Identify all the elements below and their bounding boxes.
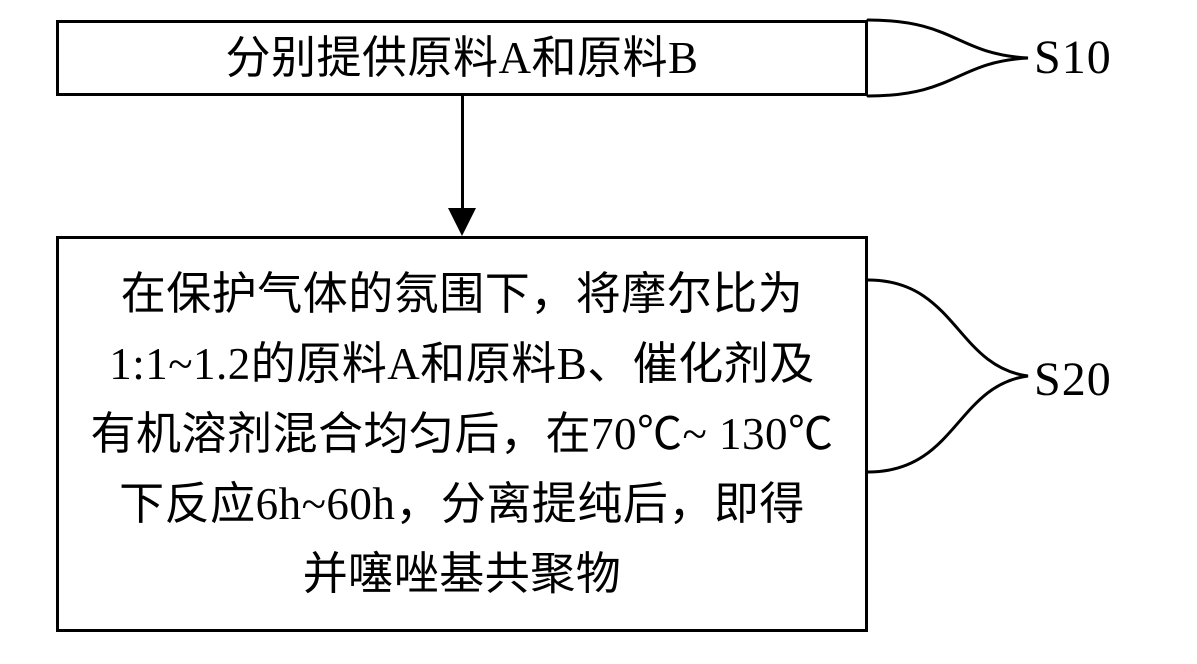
flow-step-s20-line-3: 下反应6h~60h，分离提纯后，即得 — [59, 469, 865, 539]
flow-step-s20-line-1: 1:1~1.2的原料A和原料B、催化剂及 — [59, 329, 865, 399]
flow-step-s20: 在保护气体的氛围下，将摩尔比为 1:1~1.2的原料A和原料B、催化剂及 有机溶… — [56, 236, 868, 632]
flow-step-s20-line-0: 在保护气体的氛围下，将摩尔比为 — [59, 259, 865, 329]
flow-step-s10: 分别提供原料A和原料B — [56, 20, 868, 96]
step-label-s20: S20 — [1034, 352, 1112, 407]
brace-s10-icon — [868, 20, 1028, 96]
arrow-head-icon — [448, 208, 476, 236]
arrow-stem — [461, 96, 464, 208]
flow-step-s20-line-4: 并噻唑基共聚物 — [59, 539, 865, 609]
flow-step-s10-line-0: 分别提供原料A和原料B — [59, 23, 865, 93]
step-label-s10: S10 — [1034, 30, 1112, 85]
flowchart-canvas: 分别提供原料A和原料B 在保护气体的氛围下，将摩尔比为 1:1~1.2的原料A和… — [0, 0, 1197, 664]
flow-step-s20-line-2: 有机溶剂混合均匀后，在70℃~ 130℃ — [59, 399, 865, 469]
brace-s20-icon — [868, 280, 1028, 472]
